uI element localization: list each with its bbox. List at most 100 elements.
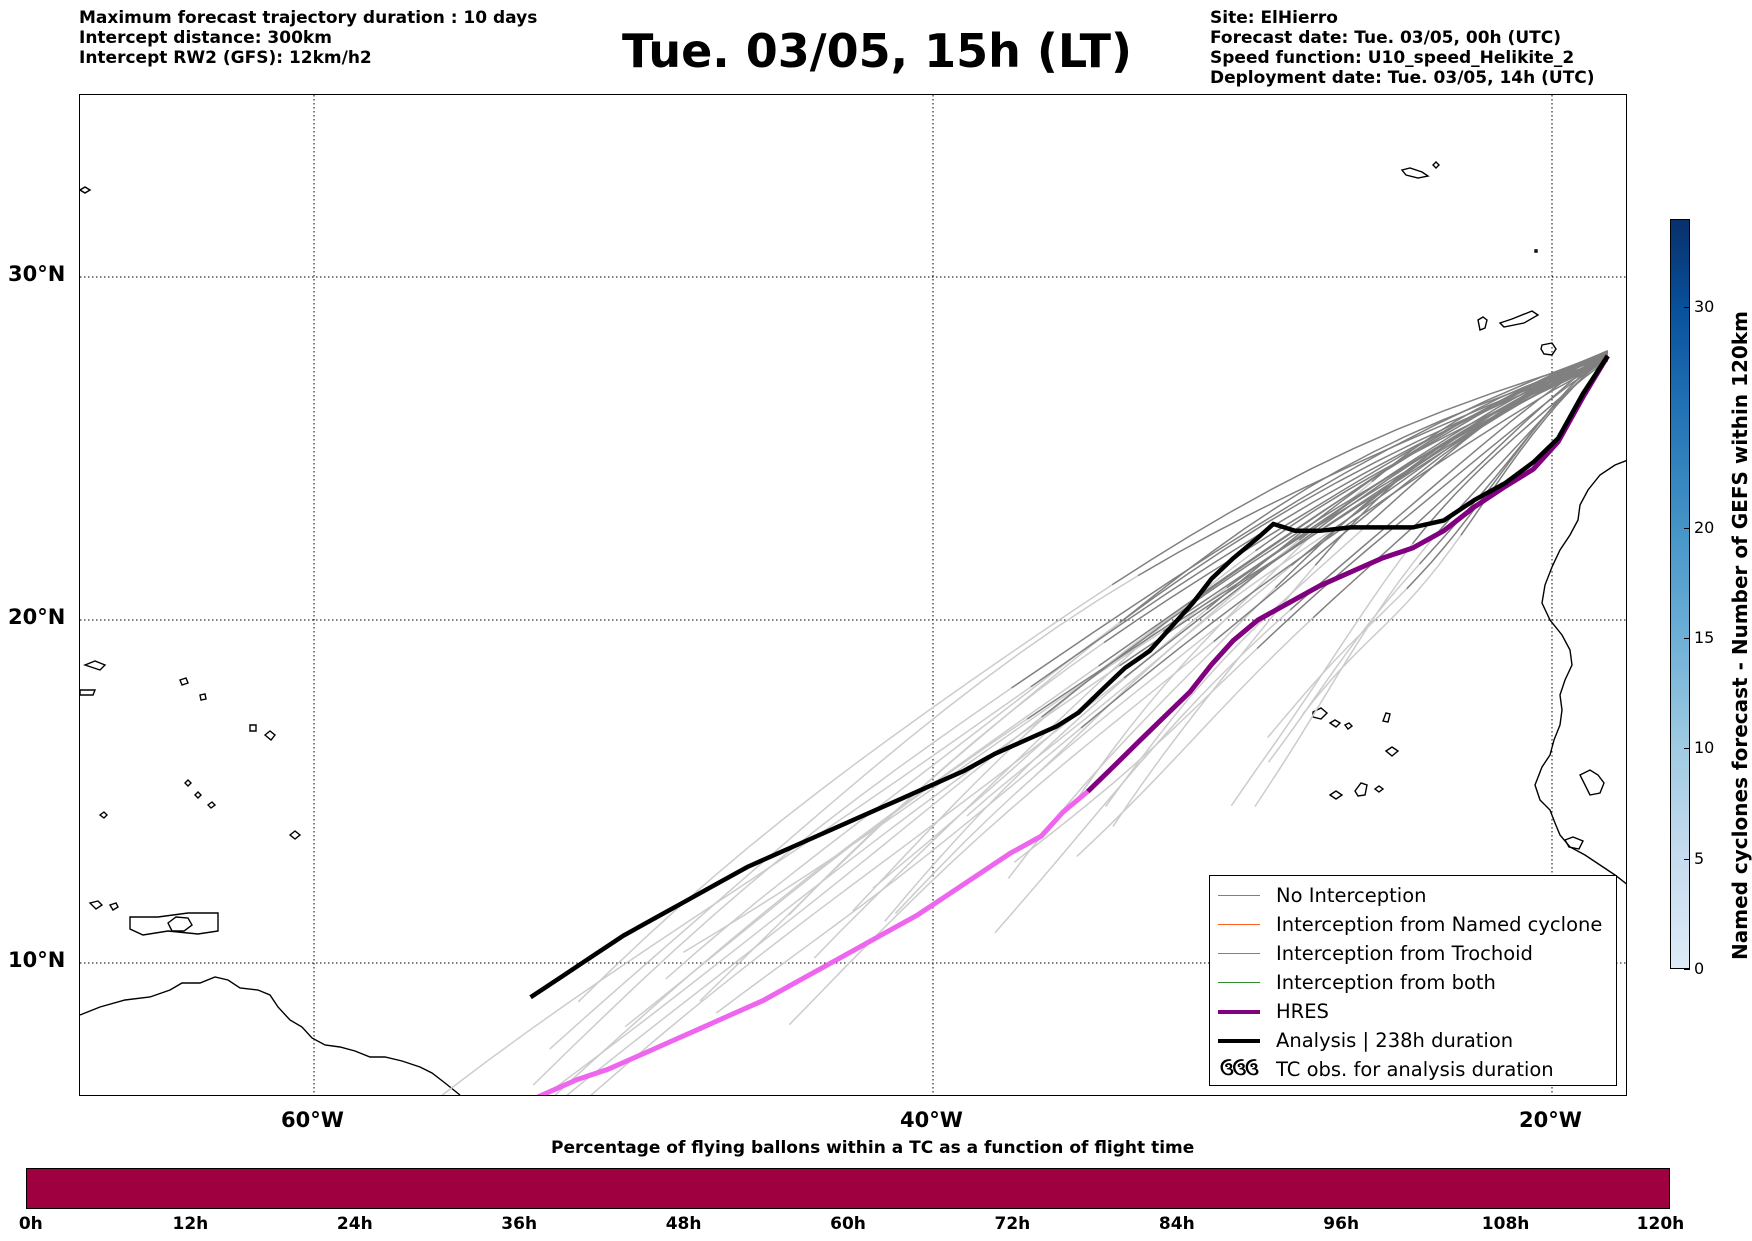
header-right-info: Site: ElHierro Forecast date: Tue. 03/05…	[1210, 8, 1595, 88]
flight-time-tick-label: 120h	[1636, 1214, 1685, 1234]
header-left-info: Maximum forecast trajectory duration : 1…	[79, 8, 537, 68]
trinidad-island	[167, 916, 193, 932]
lesser-antilles-islands	[80, 660, 302, 840]
legend-label: Analysis | 238h duration	[1276, 1029, 1514, 1052]
colorbar-tick-label: 20	[1694, 517, 1715, 537]
cyclone-symbol-icon: ઉઉઉ	[1220, 1059, 1259, 1080]
trajectory-line	[1291, 353, 1609, 566]
page-title: Tue. 03/05, 15h (LT)	[622, 24, 1132, 78]
trajectory-line	[544, 665, 1120, 1095]
colorbar-tick-mark	[1684, 638, 1690, 640]
trajectory-line	[1123, 352, 1609, 679]
trajectory-line	[1076, 617, 1314, 858]
flight-time-tick-label: 96h	[1323, 1214, 1360, 1234]
colorbar-tick-label: 30	[1694, 297, 1715, 317]
trajectory-line	[590, 677, 1125, 1095]
africa-coast	[1534, 460, 1626, 885]
trajectory-line	[1080, 359, 1609, 729]
trajectory-line	[994, 609, 1291, 934]
legend-label: Interception from both	[1276, 971, 1496, 994]
longitude-label: 20°W	[1519, 1108, 1582, 1132]
colorbar-tick-mark	[1684, 969, 1690, 970]
trajectory-line	[1111, 355, 1608, 586]
trajectory-line	[532, 687, 1013, 1086]
trajectory-line	[715, 727, 1082, 1014]
longitude-label: 40°W	[900, 1108, 963, 1132]
legend-label: No Interception	[1276, 884, 1427, 907]
colorbar-tick-label: 0	[1694, 959, 1705, 978]
trajectory-line	[966, 539, 1300, 817]
graticule	[80, 95, 1626, 1095]
trajectory-line	[1230, 543, 1414, 807]
colorbar-tick-label: 15	[1694, 628, 1715, 648]
trajectory-line	[1406, 351, 1609, 590]
trajectory-line	[1254, 532, 1439, 808]
trajectory-line	[1267, 563, 1421, 763]
flight-time-tick-label: 0h	[18, 1214, 43, 1234]
hres-track	[1086, 354, 1610, 794]
colorbar-tick-mark	[1684, 527, 1690, 529]
map-canvas[interactable]	[80, 95, 1627, 1096]
trajectory-line	[813, 550, 1256, 959]
flight-time-tick-label: 12h	[172, 1214, 209, 1234]
site-text: Site: ElHierro	[1210, 8, 1338, 28]
trajectory-line	[1041, 360, 1609, 718]
trajectory-line	[554, 665, 1100, 1095]
trajectory-line	[1104, 525, 1367, 807]
map-panel[interactable]	[79, 94, 1627, 1096]
flight-time-tick-label: 60h	[830, 1214, 866, 1234]
legend-label: Interception from Named cyclone	[1276, 913, 1603, 936]
legend-item-hres: HRES	[1216, 997, 1610, 1026]
flight-time-tick-label: 108h	[1481, 1214, 1530, 1234]
legend-label: HRES	[1276, 1000, 1329, 1023]
trajectory-line	[1256, 358, 1609, 650]
colorbar-tick-label: 10	[1694, 738, 1715, 758]
latitude-label: 10°N	[8, 948, 66, 972]
legend: No Interception Interception from Named …	[1209, 875, 1617, 1086]
trajectory-line	[894, 564, 1292, 915]
coastlines	[80, 161, 1626, 1095]
trajectory-line	[1418, 350, 1609, 565]
legend-label: TC obs. for analysis duration	[1276, 1058, 1554, 1081]
madeira-islands	[80, 161, 1538, 253]
trajectory-line	[566, 716, 1043, 1095]
deployment-date-text: Deployment date: Tue. 03/05, 14h (UTC)	[1210, 68, 1595, 88]
flight-time-bar-title: Percentage of flying ballons within a TC…	[551, 1138, 1195, 1158]
latitude-label: 30°N	[8, 262, 66, 286]
analysis-track	[529, 354, 1610, 1000]
trajectory-line	[1412, 359, 1609, 545]
south-america-coast	[80, 976, 461, 1095]
trajectory-line	[441, 686, 1032, 1095]
trajectory-line	[788, 640, 1215, 1026]
flight-time-bar	[26, 1168, 1670, 1209]
trajectory-line	[699, 641, 1105, 1002]
hres-track-late	[536, 789, 1090, 1095]
trajectory-line	[1267, 588, 1408, 738]
venezuela-islands	[88, 900, 219, 936]
legend-item-both: Interception from both	[1216, 968, 1610, 997]
colorbar-tick-mark	[1684, 307, 1690, 309]
no-interception-trajectories	[1011, 350, 1609, 729]
forecast-date-text: Forecast date: Tue. 03/05, 00h (UTC)	[1210, 28, 1561, 48]
legend-item-analysis: Analysis | 238h duration	[1216, 1026, 1610, 1055]
canary-islands	[1477, 310, 1557, 356]
flight-time-tick-label: 48h	[665, 1214, 702, 1234]
legend-label: Interception from Trochoid	[1276, 942, 1533, 965]
intercept-distance-text: Intercept distance: 300km	[79, 28, 332, 48]
flight-time-tick-label: 84h	[1158, 1214, 1195, 1234]
max-duration-text: Maximum forecast trajectory duration : 1…	[79, 8, 538, 28]
trajectory-line	[665, 621, 1121, 980]
trajectory-line	[1123, 359, 1608, 620]
trajectory-line	[1013, 647, 1258, 863]
flight-time-tick-label: 24h	[336, 1214, 373, 1234]
trajectory-line	[1302, 534, 1462, 715]
colorbar-tick-label: 5	[1694, 848, 1705, 868]
intercept-rw2-text: Intercept RW2 (GFS): 12km/h2	[79, 48, 372, 68]
cape-verde-islands	[1312, 707, 1400, 800]
longitude-label: 60°W	[281, 1108, 344, 1132]
trajectory-line	[1011, 351, 1608, 689]
latitude-label: 20°N	[8, 605, 66, 629]
trajectory-line	[1098, 350, 1609, 667]
trajectory-line	[682, 630, 1164, 954]
legend-item-named-cyclone: Interception from Named cyclone	[1216, 910, 1610, 939]
